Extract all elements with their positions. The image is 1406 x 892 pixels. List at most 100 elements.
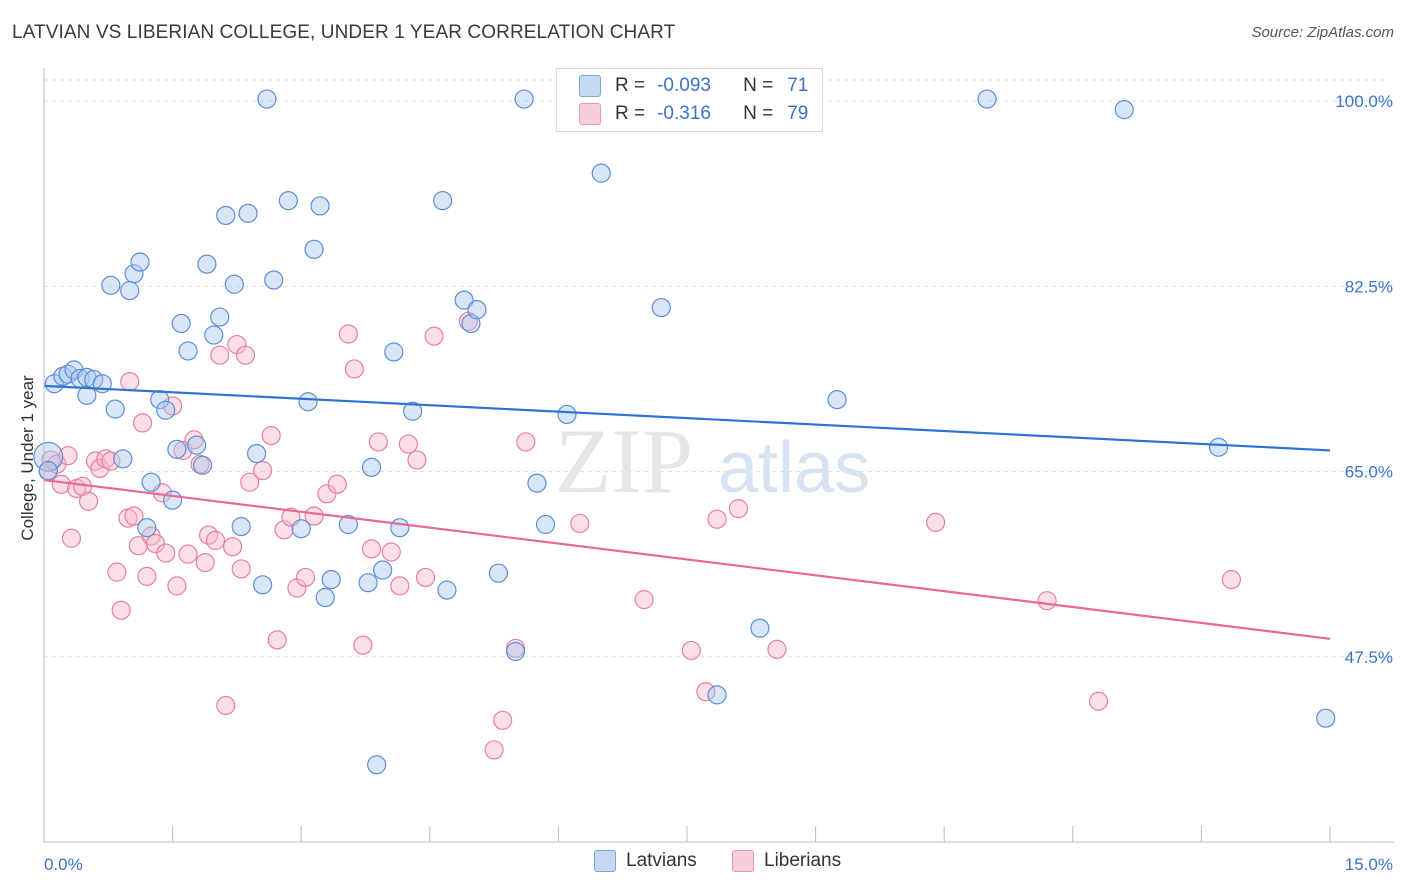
latvian-point — [264, 270, 284, 290]
latvian-point — [113, 449, 133, 469]
liberian-point — [195, 552, 215, 573]
liberian-point — [90, 458, 110, 479]
liberians-trend-line — [43, 478, 1331, 640]
latvian-point — [137, 518, 157, 538]
latvian-point — [304, 239, 324, 259]
liberian-point — [381, 542, 401, 562]
liberian-point — [1037, 591, 1057, 611]
latvian-point — [178, 341, 198, 361]
latvian-point — [367, 755, 387, 775]
liberians-n-label: N = — [743, 103, 774, 124]
latvian-point — [488, 563, 508, 583]
legend-latvians[interactable]: Latvians — [594, 850, 697, 872]
latvians-trend-line — [43, 384, 1331, 452]
x-tick-label-right: 15.0% — [1345, 855, 1393, 874]
latvian-point — [707, 685, 727, 705]
liberian-point — [124, 506, 144, 526]
latvian-point — [437, 580, 457, 600]
liberians-r-value: -0.316 — [657, 103, 711, 124]
liberian-point — [137, 566, 157, 586]
watermark-zip: ZIP — [555, 410, 693, 512]
liberian-point — [261, 426, 281, 446]
latvian-point — [358, 573, 378, 593]
latvian-point — [977, 89, 997, 109]
latvian-point — [514, 89, 534, 109]
latvian-point — [291, 519, 311, 539]
liberian-point — [78, 491, 99, 511]
source-credit: Source: ZipAtlas.com — [1251, 24, 1394, 41]
liberian-point — [210, 345, 230, 365]
y-tick-label: 65.0% — [1345, 463, 1393, 482]
latvian-point — [373, 560, 393, 580]
latvian-point — [535, 514, 556, 535]
latvian-point — [224, 274, 244, 294]
latvian-point — [467, 300, 487, 320]
latvian-point — [557, 404, 577, 425]
latvian-point — [187, 435, 207, 455]
latvians-n-label: N = — [743, 75, 774, 96]
liberian-point — [484, 740, 504, 760]
latvian-point — [384, 342, 404, 362]
liberian-point — [493, 710, 513, 730]
liberian-point — [145, 533, 166, 554]
liberian-point — [253, 460, 273, 481]
liberian-point — [58, 446, 78, 466]
latvians-r-label: R = — [615, 75, 646, 96]
latvian-point — [204, 325, 224, 345]
latvian-point — [101, 275, 121, 295]
liberian-point — [344, 359, 364, 379]
latvian-point — [433, 191, 453, 211]
liberian-point — [353, 635, 373, 655]
liberian-point — [1221, 569, 1242, 590]
latvian-point — [310, 196, 330, 216]
legend-row-liberians: R = -0.316 N = 79 — [579, 100, 808, 128]
liberian-point — [327, 474, 347, 494]
liberian-point — [295, 567, 316, 588]
latvian-point — [105, 399, 125, 419]
liberian-point — [338, 324, 358, 344]
latvian-point — [197, 254, 217, 274]
latvian-point — [216, 205, 236, 226]
liberians-n-value: 79 — [787, 103, 809, 124]
liberian-point — [681, 640, 701, 661]
liberian-point — [101, 451, 121, 471]
liberian-point — [1088, 691, 1109, 711]
latvian-point — [1316, 708, 1336, 728]
latvian-point — [527, 473, 547, 493]
latvian-point — [403, 401, 423, 421]
latvian-point — [591, 163, 611, 183]
liberian-point — [132, 413, 153, 433]
latvians-swatch — [579, 75, 601, 97]
liberian-point — [926, 512, 946, 532]
watermark-atlas: atlas — [718, 428, 870, 508]
liberian-point — [120, 372, 140, 392]
y-tick-label: 100.0% — [1335, 92, 1393, 111]
latvian-point — [210, 307, 230, 327]
latvians-r-value: -0.093 — [657, 75, 711, 96]
liberian-point — [570, 513, 590, 534]
latvian-point — [77, 385, 97, 405]
x-tick-label-left: 0.0% — [44, 855, 83, 874]
y-tick-label: 47.5% — [1345, 648, 1393, 667]
chart-title: LATVIAN VS LIBERIAN COLLEGE, UNDER 1 YEA… — [12, 22, 676, 43]
legend-liberians[interactable]: Liberians — [732, 850, 841, 872]
latvian-point — [390, 518, 410, 538]
latvian-point — [827, 390, 847, 410]
liberian-point — [107, 562, 127, 582]
liberian-point — [415, 567, 436, 588]
liberian-point — [240, 472, 260, 492]
latvian-point — [231, 517, 251, 537]
latvians-n-value: 71 — [787, 75, 809, 96]
liberian-point — [216, 695, 236, 716]
liberian-point — [361, 539, 382, 559]
liberian-point — [205, 530, 226, 550]
liberian-point — [368, 432, 388, 452]
liberians-swatch — [579, 103, 601, 125]
liberians-legend-swatch — [732, 850, 754, 872]
latvian-point — [298, 392, 318, 412]
gridlines: 100.0% 82.5% 65.0% 47.5% — [44, 79, 1393, 667]
liberian-point — [767, 639, 787, 659]
latvian-point — [247, 443, 267, 464]
liberian-point — [267, 630, 287, 650]
liberian-point — [178, 544, 198, 564]
